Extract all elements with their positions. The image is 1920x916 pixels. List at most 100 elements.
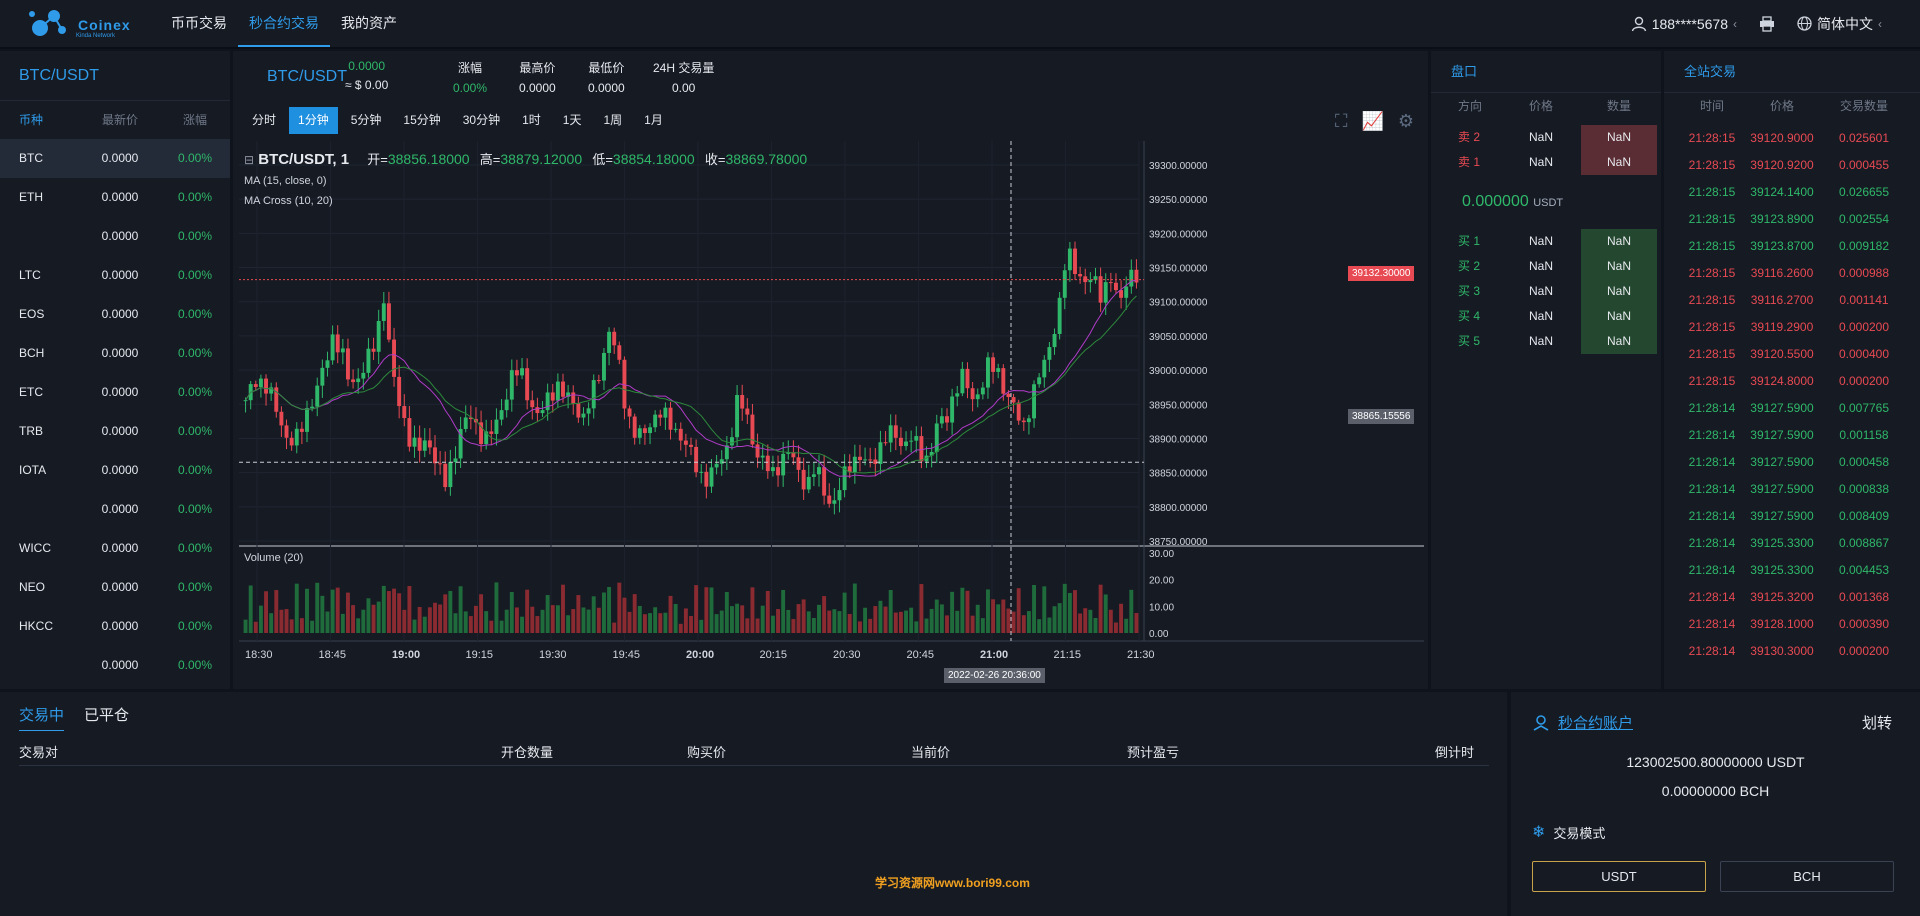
market-row[interactable]: TRB 0.0000 0.00%: [0, 412, 230, 451]
candle-body: [939, 416, 944, 424]
market-change: 0.00%: [177, 463, 213, 477]
tab-closed-orders[interactable]: 已平仓: [84, 707, 130, 724]
period-tab[interactable]: 5分钟: [350, 113, 382, 127]
price-tick-label: 38750.00000: [1149, 537, 1208, 548]
mode-usdt-button[interactable]: USDT: [1532, 861, 1706, 892]
buy-order-row[interactable]: 买 4 NaN NaN: [1431, 304, 1661, 329]
nav-second-contract[interactable]: 秒合约交易: [238, 0, 330, 47]
trade-qty: 0.026655: [1838, 185, 1890, 199]
period-tab[interactable]: 15分钟: [403, 113, 441, 127]
candle-body: [346, 348, 350, 380]
ticker-low: 最低价 0.0000: [588, 59, 625, 95]
trade-row: 21:28:15 39120.5500 0.000400: [1664, 341, 1920, 368]
buy-order-row[interactable]: 买 1 NaN NaN: [1431, 229, 1661, 254]
volume-bar: [852, 583, 857, 633]
account-title-link[interactable]: 秒合约账户: [1532, 712, 1633, 733]
kline-chart[interactable]: 39300.00000 39250.00000 39200.00000 39150.0…: [239, 141, 1424, 687]
volume-bar: [489, 620, 494, 633]
period-tab[interactable]: 1周: [603, 113, 623, 127]
market-row[interactable]: 0.0000 0.00%: [0, 646, 230, 685]
volume-bar: [898, 611, 903, 633]
trade-time: 21:28:15: [1688, 239, 1736, 253]
nav-my-assets[interactable]: 我的资产: [341, 15, 397, 31]
trade-row: 21:28:15 39119.2900 0.000200: [1664, 314, 1920, 341]
trade-qty: 0.000200: [1838, 644, 1890, 658]
sell-order-row[interactable]: 卖 1 NaN NaN: [1431, 150, 1661, 175]
price-tick-label: 38850.00000: [1149, 469, 1208, 480]
candle-body: [837, 490, 842, 501]
candle-body: [1032, 384, 1036, 419]
candle-body: [607, 331, 612, 353]
legend-high-label: 高=: [479, 152, 501, 167]
market-row[interactable]: BCH 0.0000 0.00%: [0, 334, 230, 373]
candle-body: [561, 381, 565, 397]
mode-bch-button[interactable]: BCH: [1720, 861, 1894, 892]
market-row[interactable]: EOS 0.0000 0.00%: [0, 295, 230, 334]
market-row[interactable]: 0.0000 0.00%: [0, 490, 230, 529]
user-menu[interactable]: 188****5678 ‹: [1631, 16, 1737, 32]
market-row[interactable]: WICC 0.0000 0.00%: [0, 529, 230, 568]
nav-spot-trading[interactable]: 币币交易: [171, 15, 227, 31]
market-coin: BCH: [19, 346, 45, 360]
collapse-icon[interactable]: ⊟: [244, 153, 255, 167]
trade-time: 21:28:15: [1688, 158, 1736, 172]
market-row[interactable]: ETH 0.0000 0.00%: [0, 178, 230, 217]
fullscreen-icon[interactable]: ⛶: [1334, 111, 1348, 131]
market-price: 0.0000: [101, 502, 139, 516]
volume-bar: [535, 616, 540, 633]
candle-body: [586, 408, 591, 414]
balance-bch: 0.00000000 BCH: [1661, 783, 1770, 799]
volume-bar: [1037, 619, 1042, 633]
market-row[interactable]: IOTA 0.0000 0.00%: [0, 451, 230, 490]
market-row[interactable]: BTC 0.0000 0.00%: [0, 139, 230, 178]
period-tab[interactable]: 1天: [562, 113, 582, 127]
candle-body: [596, 380, 601, 382]
col-change[interactable]: 涨幅: [182, 113, 207, 127]
period-tab[interactable]: 1分钟: [289, 107, 338, 134]
volume-bar: [1057, 603, 1062, 633]
volume-bar: [740, 605, 745, 633]
col-price[interactable]: 最新价: [101, 113, 138, 127]
language-menu[interactable]: 简体中文 ‹: [1797, 14, 1882, 34]
market-coin: ETH: [19, 190, 43, 204]
period-tab[interactable]: 30分钟: [462, 113, 501, 127]
volume-bar: [950, 591, 955, 633]
indicator-icon[interactable]: 📈: [1361, 111, 1384, 131]
sell-order-row[interactable]: 卖 2 NaN NaN: [1431, 125, 1661, 150]
candle-body: [1037, 377, 1042, 385]
period-tab[interactable]: 分时: [252, 113, 277, 127]
print-button[interactable]: [1759, 15, 1775, 32]
period-tab[interactable]: 1月: [644, 113, 663, 127]
tab-open-orders[interactable]: 交易中: [19, 704, 65, 731]
col-coin[interactable]: 币种: [19, 113, 44, 127]
market-row[interactable]: 0.0000 0.00%: [0, 217, 230, 256]
ticker-last-price: 0.0000: [348, 59, 385, 73]
settings-gear-icon[interactable]: ⚙: [1397, 111, 1414, 131]
volume-bar: [909, 607, 914, 633]
volume-bar: [939, 604, 944, 633]
market-row[interactable]: NEO 0.0000 0.00%: [0, 568, 230, 607]
market-row[interactable]: LTC 0.0000 0.00%: [0, 256, 230, 295]
volume-bar: [289, 619, 294, 633]
volume-bar: [719, 610, 724, 633]
language-label: 简体中文: [1817, 15, 1873, 32]
volume-bar: [980, 618, 985, 633]
volume-bar: [514, 607, 519, 633]
buy-order-row[interactable]: 买 2 NaN NaN: [1431, 254, 1661, 279]
market-row[interactable]: HKCC 0.0000 0.00%: [0, 607, 230, 646]
market-row[interactable]: ETC 0.0000 0.00%: [0, 373, 230, 412]
buy-order-row[interactable]: 买 5 NaN NaN: [1431, 329, 1661, 354]
candle-body: [550, 392, 555, 401]
buy-order-row[interactable]: 买 3 NaN NaN: [1431, 279, 1661, 304]
volume-bar: [1026, 611, 1031, 633]
logo[interactable]: Coinex Kinda Network: [28, 6, 138, 42]
volume-bar: [776, 609, 780, 633]
kline-svg[interactable]: 39300.00000 39250.00000 39200.00000 39150.0…: [239, 141, 1424, 687]
transfer-button[interactable]: 划转: [1861, 715, 1892, 732]
legend-low: 38854.18000: [612, 151, 695, 167]
price-tick-label: 39100.00000: [1149, 298, 1208, 309]
trades-title: 全站交易: [1664, 51, 1920, 93]
volume-bar: [1067, 592, 1072, 633]
sell-orders: 卖 2 NaN NaN 卖 1 NaN NaN: [1431, 125, 1661, 175]
period-tab[interactable]: 1时: [522, 113, 541, 127]
